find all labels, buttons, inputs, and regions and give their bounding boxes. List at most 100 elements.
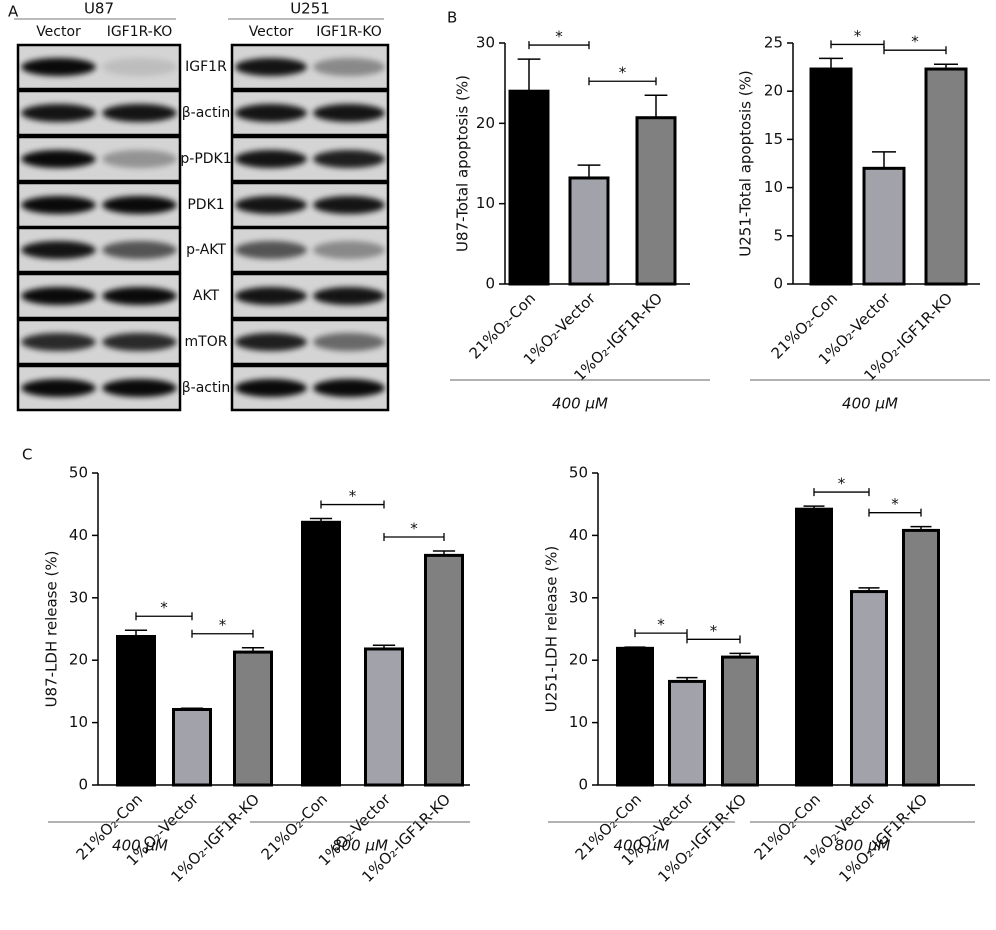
band — [235, 287, 307, 305]
lane-label: Vector — [36, 24, 81, 40]
panel-label: B — [447, 9, 457, 27]
y-tick-label: 0 — [773, 275, 783, 293]
band — [102, 241, 177, 259]
bar — [568, 176, 610, 286]
y-axis-label: U251-Total apoptosis (%) — [737, 70, 755, 256]
band — [313, 196, 385, 214]
significance-label: * — [854, 27, 862, 45]
protein-label: β-actin — [182, 105, 231, 121]
band — [313, 241, 385, 259]
band — [313, 287, 385, 305]
y-tick-label: 10 — [476, 194, 495, 212]
significance-bracket — [528, 41, 590, 50]
significance-bracket — [320, 500, 385, 509]
band — [102, 196, 177, 214]
significance-bracket — [383, 533, 445, 541]
band — [21, 58, 96, 76]
band — [235, 241, 307, 259]
protein-label: IGF1R — [185, 59, 227, 75]
protein-label: mTOR — [185, 334, 228, 350]
y-tick-label: 40 — [69, 526, 88, 544]
band — [21, 333, 96, 351]
y-tick-label: 30 — [476, 34, 495, 52]
band — [21, 196, 96, 214]
bar — [850, 590, 888, 787]
significance-bracket — [813, 488, 870, 497]
bar — [795, 507, 833, 787]
group-label: 800 μM — [332, 837, 388, 855]
band — [235, 150, 307, 168]
band — [235, 196, 307, 214]
bar — [301, 520, 341, 787]
significance-bracket — [588, 77, 657, 86]
significance-bracket — [686, 635, 741, 644]
bar — [424, 553, 464, 787]
bar — [233, 650, 273, 787]
y-tick-label: 20 — [476, 114, 495, 132]
y-tick-label: 15 — [764, 130, 783, 148]
y-tick-label: 50 — [69, 464, 88, 482]
y-tick-label: 0 — [78, 776, 88, 794]
band — [102, 287, 177, 305]
band — [102, 379, 177, 397]
y-tick-label: 20 — [569, 651, 588, 669]
band — [21, 241, 96, 259]
group-label: 400 μM — [112, 837, 168, 855]
band — [313, 104, 385, 122]
significance-label: * — [619, 64, 627, 82]
significance-bracket — [135, 612, 193, 621]
significance-label: * — [160, 599, 168, 617]
band — [235, 58, 307, 76]
lane-label: Vector — [249, 24, 294, 40]
group-label: 800 μM — [835, 837, 891, 855]
band — [235, 379, 307, 397]
bar — [364, 647, 404, 787]
band — [21, 104, 96, 122]
significance-label: * — [349, 487, 357, 505]
significance-label: * — [555, 28, 563, 46]
band — [21, 150, 96, 168]
y-tick-label: 25 — [764, 34, 783, 52]
y-tick-label: 5 — [773, 226, 783, 244]
y-tick-label: 30 — [569, 588, 588, 606]
band — [235, 333, 307, 351]
band — [313, 58, 385, 76]
bar — [116, 634, 156, 787]
y-tick-label: 0 — [578, 776, 588, 794]
group-label: 400 μM — [552, 395, 608, 413]
band — [102, 58, 177, 76]
panel-label: C — [22, 446, 32, 464]
band — [313, 379, 385, 397]
band — [235, 104, 307, 122]
y-tick-label: 20 — [69, 651, 88, 669]
bar — [668, 679, 706, 787]
bar — [635, 116, 677, 286]
band — [102, 104, 177, 122]
protein-label: p-AKT — [186, 242, 226, 258]
bar — [721, 655, 759, 787]
bar — [809, 67, 853, 286]
significance-label: * — [911, 33, 919, 51]
bar — [616, 646, 654, 787]
significance-bracket — [883, 46, 947, 55]
protein-label: PDK1 — [187, 197, 224, 213]
significance-label: * — [891, 495, 899, 513]
significance-label: * — [410, 520, 418, 538]
cell-line-label: U251 — [290, 0, 330, 18]
lane-label: IGF1R-KO — [316, 24, 382, 40]
band — [102, 333, 177, 351]
bar — [862, 166, 906, 286]
cell-line-label: U87 — [84, 0, 114, 18]
significance-bracket — [191, 629, 254, 638]
protein-label: AKT — [193, 288, 220, 304]
group-label: 400 μM — [614, 837, 670, 855]
bar — [902, 528, 940, 787]
protein-label: p-PDK1 — [180, 151, 231, 167]
significance-label: * — [838, 475, 846, 493]
significance-label: * — [657, 616, 665, 634]
y-tick-label: 50 — [569, 464, 588, 482]
lane-label: IGF1R-KO — [107, 24, 173, 40]
band — [102, 150, 177, 168]
band — [313, 333, 385, 351]
